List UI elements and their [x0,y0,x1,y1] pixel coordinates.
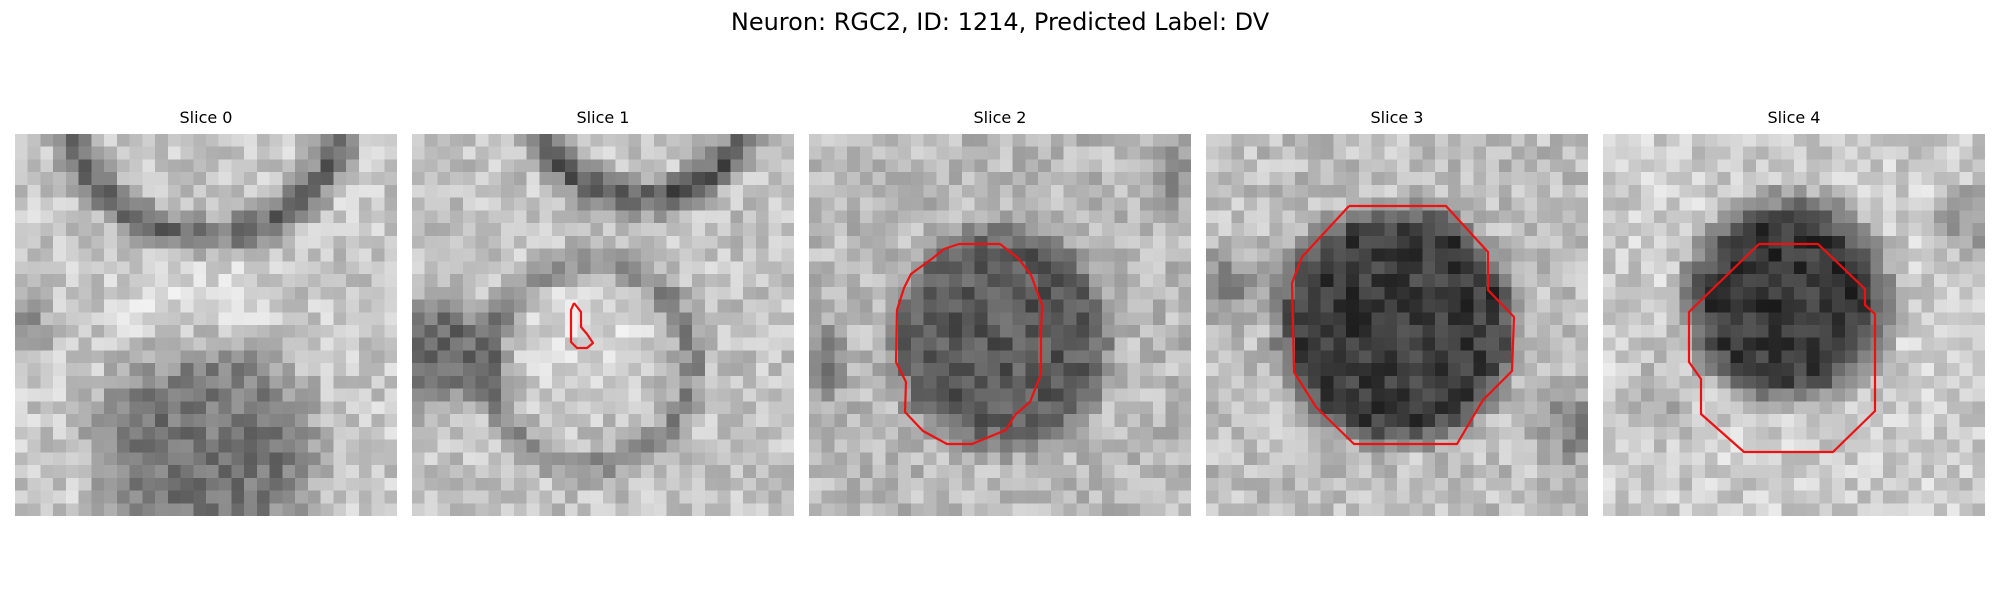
segmentation-contour [894,242,1044,446]
slice-title: Slice 4 [1767,108,1821,127]
slice-image [1206,134,1588,516]
slice-title: Slice 3 [1370,108,1424,127]
slice-title: Slice 0 [179,108,233,127]
segmentation-contour [1290,204,1516,446]
slice-image [809,134,1191,516]
slice-title: Slice 2 [973,108,1027,127]
microscopy-image [412,134,794,516]
figure-title: Neuron: RGC2, ID: 1214, Predicted Label:… [730,8,1270,36]
microscopy-image [1206,134,1588,516]
slice-title: Slice 1 [576,108,630,127]
microscopy-image [809,134,1191,516]
slice-image [412,134,794,516]
segmentation-contour [1687,242,1877,454]
slice-image [15,134,397,516]
slice-image [1603,134,1985,516]
microscopy-image [15,134,397,516]
segmentation-contour [569,302,595,350]
